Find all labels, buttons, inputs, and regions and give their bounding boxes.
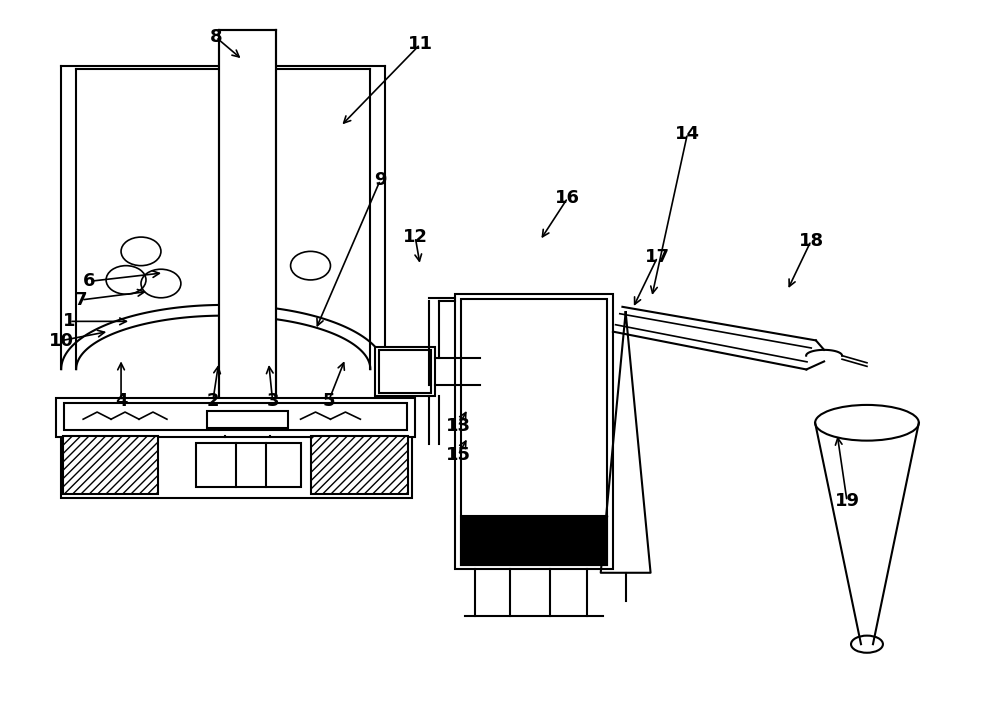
Text: 7: 7	[75, 291, 87, 309]
Text: 14: 14	[675, 125, 700, 143]
Bar	[219, 30, 276, 419]
Text: 13: 13	[446, 417, 471, 435]
Bar	[455, 294, 613, 569]
Bar	[64, 404, 407, 430]
Text: 17: 17	[645, 248, 670, 266]
Bar	[63, 436, 158, 494]
Bar	[375, 347, 435, 396]
Text: 16: 16	[555, 189, 580, 206]
Text: 1: 1	[63, 313, 75, 331]
Bar	[311, 436, 408, 494]
Text: 12: 12	[403, 228, 428, 246]
Bar	[196, 443, 301, 487]
Text: 9: 9	[374, 171, 387, 189]
Text: 6: 6	[83, 272, 95, 290]
Text: 4: 4	[115, 392, 127, 410]
Bar	[379, 350, 431, 393]
Text: 3: 3	[266, 392, 279, 410]
Text: 8: 8	[209, 28, 222, 46]
Text: 5: 5	[322, 392, 335, 410]
Text: 15: 15	[446, 446, 471, 464]
Bar	[61, 432, 412, 498]
Bar	[461, 516, 607, 565]
Text: 10: 10	[49, 332, 74, 350]
Text: 19: 19	[835, 493, 860, 511]
Text: 2: 2	[207, 392, 219, 410]
Bar	[207, 411, 288, 429]
Bar	[56, 398, 415, 437]
Bar	[461, 298, 607, 565]
Text: 11: 11	[408, 35, 433, 53]
Text: 18: 18	[799, 232, 824, 250]
